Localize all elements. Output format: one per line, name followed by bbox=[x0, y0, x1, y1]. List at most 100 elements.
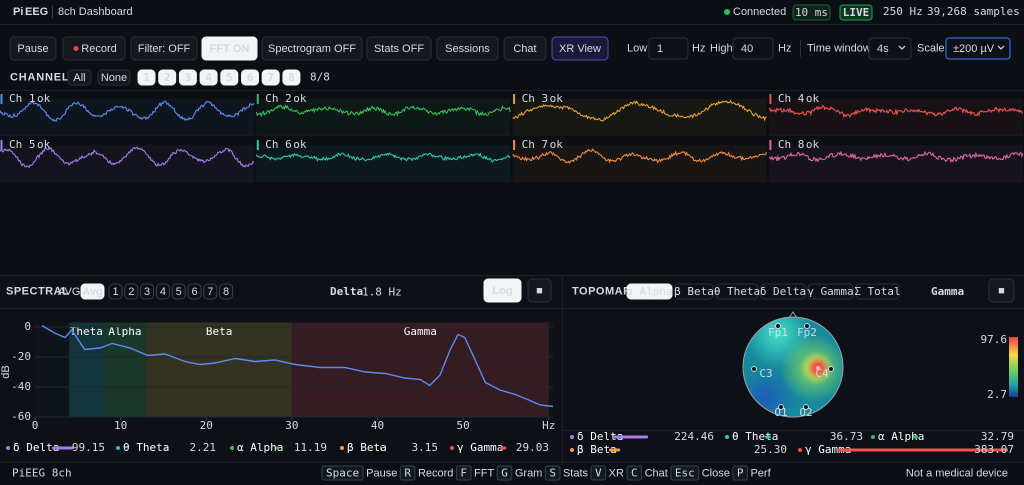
spectral-channel[interactable] bbox=[171, 283, 186, 300]
legend-value: 29.03 bbox=[516, 441, 549, 454]
band-button[interactable] bbox=[855, 283, 900, 300]
high-input[interactable] bbox=[732, 37, 774, 60]
scale-select[interactable] bbox=[945, 37, 1011, 60]
toolbar-button[interactable] bbox=[366, 36, 432, 61]
window-value: 4s bbox=[877, 43, 889, 55]
legend-bar bbox=[613, 435, 649, 439]
band-region bbox=[291, 322, 549, 417]
window-select[interactable] bbox=[868, 37, 912, 60]
sample-rate: 250 Hz bbox=[883, 5, 923, 18]
channel-status: ok bbox=[550, 138, 564, 151]
channel-toggle[interactable] bbox=[241, 69, 259, 86]
key-cap bbox=[732, 465, 748, 481]
band-button[interactable] bbox=[626, 283, 673, 300]
band-button-label: δ Delta bbox=[760, 285, 806, 298]
key-cap bbox=[590, 465, 607, 481]
toolbar-button-label: Spectrogram OFF bbox=[268, 43, 356, 55]
key-cap bbox=[455, 465, 472, 481]
band-button[interactable] bbox=[674, 283, 714, 300]
band-button[interactable] bbox=[715, 283, 759, 300]
legend-dot bbox=[450, 446, 454, 450]
spectral-channel[interactable] bbox=[108, 283, 123, 300]
legend-dot bbox=[230, 446, 234, 450]
channel-name: Ch 6 bbox=[265, 138, 292, 151]
key-label: R bbox=[404, 467, 411, 480]
key-cap bbox=[399, 465, 416, 481]
stop-button[interactable] bbox=[988, 278, 1015, 303]
low-label: Low bbox=[627, 42, 647, 54]
toolbar-button[interactable] bbox=[9, 36, 57, 61]
electrode bbox=[778, 404, 784, 410]
channel-toggle[interactable] bbox=[261, 69, 280, 86]
legend-dot bbox=[725, 435, 729, 439]
toolbar-button[interactable] bbox=[436, 36, 499, 61]
band-button[interactable] bbox=[760, 283, 806, 300]
window-label: Time window bbox=[807, 42, 871, 54]
toolbar-button[interactable] bbox=[201, 36, 258, 61]
avg-button[interactable] bbox=[80, 283, 105, 300]
channel-toggle[interactable] bbox=[220, 69, 239, 86]
channel-toggle[interactable] bbox=[178, 69, 197, 86]
legend-dot bbox=[570, 448, 574, 452]
live-badge bbox=[839, 4, 873, 21]
eeg-trace bbox=[0, 146, 255, 169]
legend-bar bbox=[380, 446, 382, 450]
x-tick-label: 0 bbox=[32, 419, 39, 432]
stop-button-label: ■ bbox=[536, 285, 543, 297]
electrode-label: C4 bbox=[815, 367, 829, 380]
latency-badge bbox=[792, 4, 831, 21]
toolbar-button[interactable] bbox=[551, 36, 609, 61]
band-button-label: θ Theta bbox=[714, 285, 760, 298]
low-input[interactable] bbox=[648, 37, 689, 60]
high-label: High bbox=[710, 42, 733, 54]
legend-value: 383.07 bbox=[974, 443, 1014, 456]
x-tick-label: Hz bbox=[542, 419, 555, 432]
none-button[interactable] bbox=[97, 69, 131, 86]
spectral-channel[interactable] bbox=[140, 283, 155, 300]
electrode bbox=[775, 323, 781, 329]
key-action: Close bbox=[702, 467, 730, 479]
brand: EEG bbox=[25, 6, 48, 18]
spectral-channel[interactable] bbox=[155, 283, 170, 300]
legend-dot bbox=[116, 446, 120, 450]
toolbar-button-label: FFT ON bbox=[210, 43, 250, 55]
spectral-channel[interactable] bbox=[219, 283, 234, 300]
channel-toggle[interactable] bbox=[137, 69, 156, 86]
channel-name: Ch 8 bbox=[778, 138, 805, 151]
brand: Pi bbox=[13, 6, 23, 18]
electrode bbox=[828, 366, 834, 372]
log-button[interactable] bbox=[483, 278, 522, 303]
legend-value: 11.19 bbox=[294, 441, 327, 454]
spectral-channel[interactable] bbox=[203, 283, 218, 300]
legend-name: γ Gamma bbox=[805, 443, 851, 456]
channel-name: Ch 4 bbox=[778, 92, 805, 105]
band-button-label: Σ Total bbox=[854, 285, 900, 298]
legend-name: γ Gamma bbox=[457, 441, 503, 454]
legend-dot bbox=[6, 446, 10, 450]
channel-name: Ch 3 bbox=[522, 92, 549, 105]
stop-button[interactable] bbox=[527, 278, 552, 303]
electrode bbox=[804, 323, 810, 329]
heat-red bbox=[807, 357, 829, 379]
toolbar-button[interactable] bbox=[62, 36, 126, 61]
channel-toggle[interactable] bbox=[199, 69, 218, 86]
toolbar-button[interactable] bbox=[261, 36, 363, 61]
channel-toggle[interactable] bbox=[282, 69, 301, 86]
key-label: C bbox=[631, 467, 638, 480]
color-scale bbox=[1009, 337, 1018, 397]
toolbar-button-label: Record bbox=[81, 43, 116, 55]
key-label: F bbox=[460, 467, 467, 480]
toolbar-button[interactable] bbox=[130, 36, 198, 61]
all-button[interactable] bbox=[67, 69, 92, 86]
toolbar-button[interactable] bbox=[503, 36, 547, 61]
eeg-trace bbox=[768, 150, 1024, 163]
spectral-channel[interactable] bbox=[187, 283, 202, 300]
band-button-label: β Beta bbox=[674, 285, 714, 298]
channel-status: ok bbox=[293, 92, 307, 105]
channel-toggle[interactable] bbox=[158, 69, 177, 86]
band-button[interactable] bbox=[807, 283, 854, 300]
status: Connected bbox=[733, 6, 786, 18]
spectral-channel[interactable] bbox=[124, 283, 139, 300]
toolbar-button-label: Chat bbox=[513, 43, 536, 55]
key-cap bbox=[544, 465, 561, 481]
